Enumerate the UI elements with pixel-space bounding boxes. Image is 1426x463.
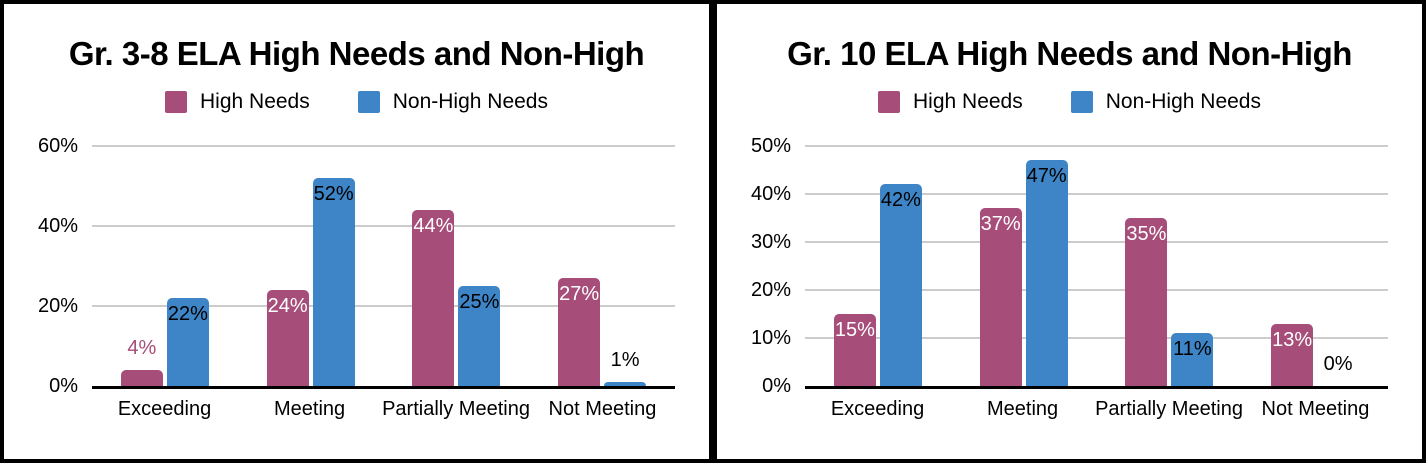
y-axis-tick-label: 20%	[750, 279, 791, 301]
bar-group-partially-meeting: 44% 25%	[384, 210, 530, 386]
x-axis-category-label-partially-meeting: Partially Meeting	[382, 398, 530, 420]
y-axis-tick-label: 10%	[750, 327, 791, 349]
y-axis-tick-label: 0%	[49, 375, 78, 397]
x-axis-category-label-not-meeting: Not Meeting	[548, 398, 657, 420]
legend-item-high-needs: High Needs	[165, 90, 310, 114]
bar-groups: 4% 22% 24% 52% 44% 25% 27% 1%	[92, 146, 675, 386]
legend-item-high-needs: High Needs	[878, 90, 1023, 114]
gridline	[805, 241, 1388, 243]
bar-high-needs-exceeding: 15%	[833, 314, 876, 386]
bar-high-needs-exceeding: 4%	[120, 337, 163, 386]
bar-group-exceeding: 4% 22%	[92, 298, 238, 386]
legend: High Needs Non-High Needs	[4, 90, 709, 114]
bar-value-label: 47%	[1026, 165, 1067, 188]
bar-group-exceeding: 15% 42%	[805, 184, 951, 386]
gridline	[92, 225, 675, 227]
x-axis-category-label-not-meeting: Not Meeting	[1261, 398, 1370, 420]
y-axis-tick-label: 30%	[750, 231, 791, 253]
bar-high-needs-not-meeting: 27%	[558, 278, 601, 386]
plot-area: 0% 20% 40% 60% 4% 22% 24% 52% 44% 25% 27% 1%	[38, 135, 675, 397]
bar-groups: 15% 42% 37% 47% 35% 11% 13% 0%	[805, 146, 1388, 386]
bar-value-label: 0%	[1323, 353, 1353, 375]
legend-swatch-high-needs	[165, 91, 187, 113]
bar-non-high-needs-exceeding: 22%	[166, 298, 209, 386]
x-axis-category-label-meeting: Meeting	[986, 398, 1059, 420]
bar-value-label: 27%	[559, 283, 600, 305]
gridline	[92, 305, 675, 307]
bar-value-label: 13%	[1272, 328, 1313, 351]
bar-group-meeting: 24% 52%	[238, 178, 384, 386]
gridline	[805, 289, 1388, 291]
gridline	[92, 145, 675, 147]
y-axis-tick-label: 20%	[37, 295, 78, 317]
bar-value-label: 22%	[167, 303, 208, 325]
bar-non-high-needs-meeting: 47%	[1025, 160, 1068, 386]
bar-value-label: 42%	[880, 189, 921, 212]
bar-value-label: 37%	[980, 213, 1021, 236]
x-axis-category-row: Exceeding Meeting Partially Meeting Not Mee…	[92, 397, 675, 421]
legend: High Needs Non-High Needs	[717, 90, 1422, 114]
x-axis-category-label-exceeding: Exceeding	[830, 398, 925, 420]
gridline	[805, 145, 1388, 147]
bar-non-high-needs-partially-meeting: 25%	[458, 286, 501, 386]
x-axis-category-label-exceeding: Exceeding	[117, 398, 212, 420]
bar-group-not-meeting: 27% 1%	[529, 278, 675, 386]
x-axis-category-label-partially-meeting: Partially Meeting	[1095, 398, 1243, 420]
x-axis-category-row: Exceeding Meeting Partially Meeting Not Mee…	[805, 397, 1388, 421]
legend-label-non-high-needs: Non-High Needs	[392, 90, 548, 113]
bar-non-high-needs-partially-meeting: 11%	[1171, 333, 1214, 386]
bar-chart-gr3-8: 0% 20% 40% 60% 4% 22% 24% 52% 44% 25% 27% 1% Exceed…	[4, 135, 709, 421]
legend-item-non-high-needs: Non-High Needs	[1070, 90, 1261, 114]
bar-high-needs-partially-meeting: 44%	[412, 210, 455, 386]
bar-value-label: 1%	[610, 349, 640, 371]
gridline	[805, 193, 1388, 195]
legend-label-high-needs: High Needs	[913, 90, 1023, 113]
bar-value-label: 35%	[1126, 223, 1167, 245]
panel-gr3-8-ela: Gr. 3-8 ELA High Needs and Non-High High…	[0, 0, 713, 463]
bar-high-needs-not-meeting: 13%	[1271, 323, 1314, 386]
bar-non-high-needs-exceeding: 42%	[879, 184, 922, 386]
bar-high-needs-meeting: 24%	[266, 290, 309, 386]
bar-group-meeting: 37% 47%	[951, 160, 1097, 386]
y-axis-tick-label: 60%	[37, 135, 78, 157]
plot-area: 0% 10% 20% 30% 40% 50% 15% 42% 37% 47% 35% 11% 13% 0%	[751, 135, 1388, 397]
bar-non-high-needs-meeting: 52%	[312, 178, 355, 386]
y-axis-tick-label: 40%	[37, 215, 78, 237]
bar-high-needs-partially-meeting: 35%	[1125, 218, 1168, 386]
bar-value-label: 11%	[1173, 338, 1212, 361]
chart-title: Gr. 10 ELA High Needs and Non-High	[787, 35, 1352, 72]
bar-value-label: 44%	[413, 215, 454, 237]
bar-group-partially-meeting: 35% 11%	[1097, 218, 1243, 386]
chart-title: Gr. 3-8 ELA High Needs and Non-High	[68, 35, 645, 72]
bar-value-label: 52%	[313, 183, 354, 205]
legend-swatch-non-high-needs	[1070, 91, 1093, 113]
legend-swatch-high-needs	[878, 91, 900, 113]
bar-non-high-needs-not-meeting: 1%	[604, 349, 647, 386]
y-axis-tick-label: 0%	[762, 375, 791, 397]
bar-chart-gr10: 0% 10% 20% 30% 40% 50% 15% 42% 37% 47% 35% 11% 13% 0%…	[717, 135, 1422, 421]
bar-group-not-meeting: 13% 0%	[1242, 323, 1388, 386]
bar-value-label: 15%	[834, 319, 875, 341]
y-axis-tick-label: 40%	[750, 183, 791, 205]
x-axis-category-label-meeting: Meeting	[273, 398, 346, 420]
legend-label-high-needs: High Needs	[200, 90, 310, 113]
legend-label-non-high-needs: Non-High Needs	[1105, 90, 1261, 113]
bar-value-label: 25%	[459, 291, 500, 313]
y-axis-tick-label: 50%	[750, 135, 791, 157]
panel-gr10-ela: Gr. 10 ELA High Needs and Non-High High …	[713, 0, 1426, 463]
legend-swatch-non-high-needs	[357, 91, 380, 113]
bar-high-needs-meeting: 37%	[979, 208, 1022, 386]
bar-value-label: 4%	[127, 337, 157, 359]
bar-value-label: 24%	[267, 295, 308, 317]
gridline	[805, 337, 1388, 339]
legend-item-non-high-needs: Non-High Needs	[357, 90, 548, 114]
